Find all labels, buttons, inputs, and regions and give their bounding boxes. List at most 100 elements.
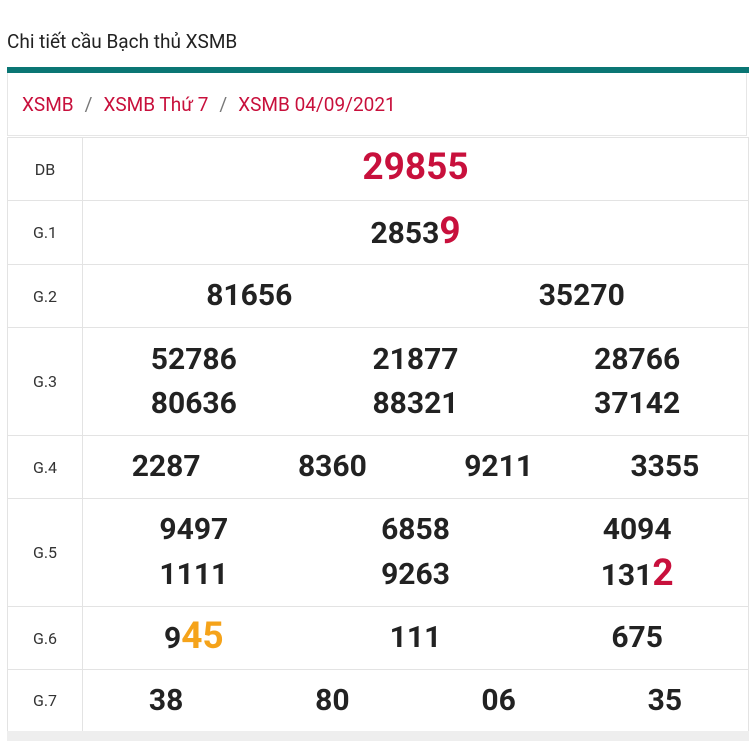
prize-numbers: 29855	[82, 137, 749, 201]
number-digits: 8360	[297, 449, 367, 484]
prize-numbers: 81656 35270	[82, 264, 749, 328]
number-digits: 06	[481, 682, 516, 718]
lottery-number: 88321	[372, 382, 458, 426]
lottery-number: 9263	[381, 553, 450, 597]
number-digits: 9263	[381, 556, 450, 592]
lottery-number: 28766	[594, 338, 680, 382]
number-digits: 35270	[538, 278, 625, 313]
page-title: Chi tiết cầu Bạch thủ XSMB	[7, 30, 238, 53]
number-digits: 52786	[150, 341, 237, 377]
prize-row: G.3 52786 21877 28766 80636 88321 37142	[7, 327, 749, 436]
lottery-number: 29855	[362, 146, 468, 192]
lottery-number: 81656	[206, 274, 292, 318]
lottery-number: 35	[648, 679, 682, 723]
highlight-digits: 9	[439, 209, 461, 253]
lottery-number: 28539	[370, 210, 460, 256]
prize-label: G.6	[7, 606, 83, 670]
number-digits: 35	[647, 682, 683, 718]
lottery-number: 2287	[132, 445, 201, 489]
prize-label: DB	[7, 137, 83, 201]
prize-row: G.6 945 111 675	[7, 606, 749, 670]
lottery-number: 37142	[594, 382, 680, 426]
lottery-number: 675	[611, 616, 663, 660]
prize-row: G.4 2287 8360 9211 3355	[7, 435, 749, 499]
lottery-number: 21877	[372, 338, 458, 382]
number-digits: 21877	[372, 341, 459, 377]
lottery-number: 6858	[381, 508, 450, 552]
prize-label: G.4	[7, 435, 83, 499]
lottery-number: 4094	[603, 508, 672, 552]
number-grid: 9497 6858 4094 1111 9263 1312	[83, 500, 748, 606]
number-grid: 945 111 675	[83, 607, 748, 669]
number-digits: 80	[315, 682, 350, 718]
breadcrumb-link[interactable]: XSMB Thứ 7	[103, 92, 209, 116]
lottery-number: 06	[481, 679, 515, 723]
number-digits: 9	[163, 621, 182, 656]
number-digits: 9497	[159, 511, 229, 547]
prize-label: G.1	[7, 200, 83, 265]
lottery-number: 9497	[159, 508, 228, 552]
prize-numbers: 945 111 675	[82, 606, 749, 670]
lottery-number: 111	[390, 616, 442, 660]
number-grid: 29855	[83, 138, 748, 200]
number-digits: 3355	[630, 449, 700, 484]
number-digits: 111	[389, 620, 442, 655]
results-table: DB 29855 G.1 28539 G.2 81656 35270 G.3 52786 2187…	[7, 137, 749, 732]
lottery-number: 3355	[630, 445, 699, 489]
number-grid: 52786 21877 28766 80636 88321 37142	[83, 330, 748, 434]
prize-label: G.7	[7, 669, 83, 732]
number-digits: 675	[611, 620, 663, 655]
number-grid: 81656 35270	[83, 266, 748, 326]
prize-row: G.5 9497 6858 4094 1111 9263 1312	[7, 498, 749, 607]
prize-numbers: 52786 21877 28766 80636 88321 37142	[82, 327, 749, 436]
number-digits: 9211	[464, 449, 534, 484]
number-digits: 1111	[159, 556, 229, 592]
highlight-digits: 2	[652, 551, 674, 595]
footer-bar	[7, 731, 749, 741]
lottery-number: 80636	[151, 382, 237, 426]
prize-row: DB 29855	[7, 137, 749, 201]
lottery-number: 1111	[159, 553, 228, 597]
lottery-number: 52786	[151, 338, 237, 382]
number-digits: 2287	[131, 449, 201, 484]
prize-label: G.2	[7, 264, 83, 328]
number-digits: 4094	[602, 511, 672, 547]
number-digits: 131	[600, 557, 653, 593]
number-digits: 80636	[150, 385, 237, 421]
number-grid: 28539	[83, 202, 748, 264]
prize-row: G.7 38 80 06 35	[7, 669, 749, 732]
prize-numbers: 28539	[82, 200, 749, 265]
prize-label: G.5	[7, 498, 83, 607]
number-digits: 2853	[370, 215, 440, 251]
highlight-digits: 45	[181, 615, 224, 658]
breadcrumb-link[interactable]: XSMB	[22, 92, 74, 116]
lottery-number: 945	[164, 615, 224, 661]
lottery-number: 38	[149, 679, 183, 723]
prize-label: G.3	[7, 327, 83, 436]
breadcrumb: XSMB / XSMB Thứ 7 / XSMB 04/09/2021	[7, 73, 747, 136]
lottery-number: 35270	[539, 274, 625, 318]
number-digits: 38	[148, 682, 184, 718]
lottery-number: 80	[315, 679, 349, 723]
prize-row: G.1 28539	[7, 200, 749, 265]
lottery-number: 8360	[298, 445, 367, 489]
prize-row: G.2 81656 35270	[7, 264, 749, 328]
number-grid: 38 80 06 35	[83, 671, 748, 731]
number-grid: 2287 8360 9211 3355	[83, 437, 748, 497]
highlight-digits: 29855	[362, 146, 469, 189]
breadcrumb-separator: /	[219, 92, 228, 116]
number-digits: 37142	[594, 385, 681, 421]
breadcrumb-separator: /	[84, 92, 93, 116]
number-digits: 6858	[381, 511, 450, 547]
number-digits: 81656	[206, 278, 293, 313]
prize-numbers: 38 80 06 35	[82, 669, 749, 732]
breadcrumb-link[interactable]: XSMB 04/09/2021	[238, 92, 396, 116]
lottery-number: 1312	[601, 552, 674, 598]
number-digits: 28766	[594, 341, 681, 377]
lottery-number: 9211	[464, 445, 533, 489]
prize-numbers: 2287 8360 9211 3355	[82, 435, 749, 499]
accent-bar	[7, 67, 749, 73]
number-digits: 88321	[372, 385, 459, 421]
prize-numbers: 9497 6858 4094 1111 9263 1312	[82, 498, 749, 607]
